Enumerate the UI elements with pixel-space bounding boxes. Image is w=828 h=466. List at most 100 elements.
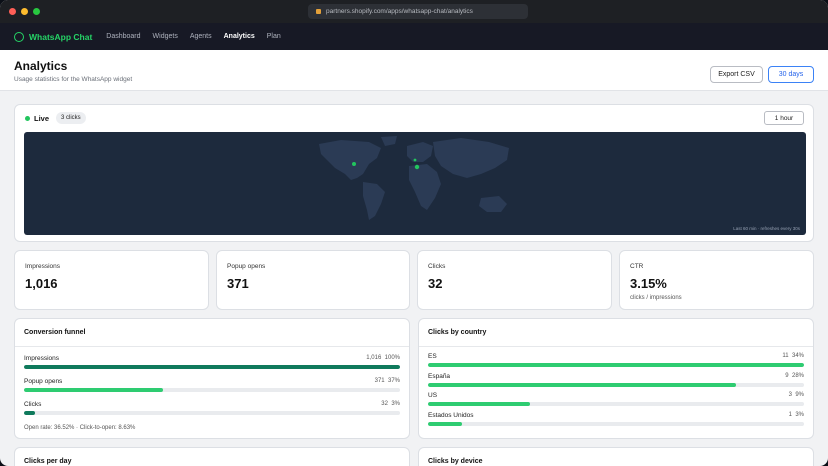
click-dot-spain: [414, 164, 420, 170]
funnel-row-popup-opens: Popup opens 371 37%: [24, 378, 400, 392]
asia-shape: [433, 138, 509, 178]
interval-select[interactable]: 1 hour: [764, 111, 804, 125]
bar-fill: [24, 365, 400, 369]
live-indicator-icon: [25, 116, 30, 121]
nav-agents[interactable]: Agents: [189, 33, 212, 40]
bar-label: Impressions: [24, 355, 60, 362]
nav-plan[interactable]: Plan: [266, 33, 281, 40]
bar-fill: [428, 383, 737, 387]
bar-label: US: [428, 392, 438, 399]
clicks-by-device-card: Clicks by device: [418, 447, 814, 466]
nav-widgets[interactable]: Widgets: [152, 33, 178, 40]
live-card: Live 3 clicks 1 hour Last 60 min · refre…: [14, 104, 814, 242]
bar-fill: [428, 422, 462, 426]
bar-label: Estados Unidos: [428, 412, 474, 419]
bar-fill: [428, 363, 804, 367]
stat-value: 3.15%: [630, 276, 667, 291]
bar-label: Clicks: [24, 401, 42, 408]
greenland-shape: [381, 136, 397, 146]
stat-value: 1,016: [25, 276, 58, 291]
bar-track: [24, 365, 400, 369]
page-title: Analytics: [14, 59, 68, 73]
bar-label: España: [428, 373, 451, 380]
click-dot-us: [352, 162, 356, 166]
bar-track: [428, 422, 804, 426]
world-map-shapes: [319, 136, 509, 220]
bar-label: Popup opens: [24, 378, 63, 385]
panel-title: Clicks by device: [428, 458, 483, 465]
stat-label: Impressions: [25, 263, 61, 270]
funnel-note: Open rate: 36.52% · Click-to-open: 8.63%: [24, 425, 136, 431]
south-america-shape: [363, 182, 385, 220]
divider: [15, 346, 409, 347]
minimize-window-button[interactable]: [21, 8, 28, 15]
country-row: ES 11 34%: [428, 353, 804, 367]
url-text: partners.shopify.com/apps/whatsapp-chat/…: [326, 8, 473, 15]
click-dot-europe: [413, 158, 417, 162]
europe-shape: [407, 142, 433, 162]
address-bar[interactable]: partners.shopify.com/apps/whatsapp-chat/…: [308, 4, 528, 19]
stat-card-clicks: Clicks 32: [417, 250, 612, 310]
stat-card-popup-opens: Popup opens 371: [216, 250, 410, 310]
africa-shape: [409, 164, 441, 210]
bar-value: 371 37%: [374, 378, 400, 384]
clicks-per-day-card: Clicks per day: [14, 447, 410, 466]
bar-label: ES: [428, 353, 437, 360]
brand[interactable]: WhatsApp Chat: [14, 31, 93, 42]
bar-value: 11 34%: [782, 353, 804, 359]
page-header: Analytics Usage statistics for the Whats…: [0, 50, 828, 91]
date-range-button[interactable]: 30 days: [768, 66, 814, 83]
country-row: US 3 9%: [428, 392, 804, 406]
world-map: Last 60 min · refreshes every 30s: [24, 132, 806, 235]
bar-track: [24, 411, 400, 415]
bar-fill: [428, 402, 530, 406]
stat-note: clicks / impressions: [630, 295, 682, 301]
panel-title: Conversion funnel: [24, 329, 86, 336]
live-clicks-badge: 3 clicks: [56, 112, 86, 124]
bar-value: 9 28%: [785, 373, 804, 379]
divider: [419, 346, 813, 347]
funnel-row-impressions: Impressions 1,016 100%: [24, 355, 400, 369]
map-caption: Last 60 min · refreshes every 30s: [733, 226, 800, 231]
stat-label: CTR: [630, 263, 644, 270]
nav-dashboard[interactable]: Dashboard: [106, 33, 141, 40]
funnel-row-clicks: Clicks 32 3%: [24, 401, 400, 415]
page-subtitle: Usage statistics for the WhatsApp widget: [14, 76, 133, 83]
panel-title: Clicks per day: [24, 458, 72, 465]
stat-card-ctr: CTR 3.15% clicks / impressions: [619, 250, 814, 310]
nav-analytics[interactable]: Analytics: [223, 33, 255, 40]
north-america-shape: [319, 140, 381, 180]
bar-value: 32 3%: [381, 401, 400, 407]
panel-title: Clicks by country: [428, 329, 487, 336]
stat-card-impressions: Impressions 1,016: [14, 250, 209, 310]
window-controls: [9, 8, 40, 15]
bar-value: 3 9%: [788, 392, 804, 398]
close-window-button[interactable]: [9, 8, 16, 15]
app-navbar: WhatsApp Chat Dashboard Widgets Agents A…: [0, 23, 828, 50]
conversion-funnel-card: Conversion funnel Impressions 1,016 100%…: [14, 318, 410, 439]
country-row: Estados Unidos 1 3%: [428, 412, 804, 426]
bar-fill: [24, 411, 36, 415]
bar-track: [428, 402, 804, 406]
whatsapp-icon: [14, 31, 24, 42]
country-row: España 9 28%: [428, 373, 804, 387]
stat-value: 371: [227, 276, 249, 291]
browser-toolbar: partners.shopify.com/apps/whatsapp-chat/…: [0, 0, 828, 23]
stat-value: 32: [428, 276, 443, 291]
bar-track: [428, 383, 804, 387]
maximize-window-button[interactable]: [33, 8, 40, 15]
live-label: Live: [34, 114, 50, 123]
lock-icon: [316, 9, 321, 14]
bar-track: [24, 388, 400, 392]
australia-shape: [479, 196, 507, 212]
export-csv-button[interactable]: Export CSV: [710, 66, 763, 83]
bar-value: 1,016 100%: [366, 355, 400, 361]
bar-track: [428, 363, 804, 367]
bar-fill: [24, 388, 164, 392]
stat-label: Popup opens: [227, 263, 266, 270]
stat-label: Clicks: [428, 263, 446, 270]
bar-value: 1 3%: [788, 412, 804, 418]
clicks-by-country-card: Clicks by country ES 11 34% España 9 28%…: [418, 318, 814, 439]
brand-name: WhatsApp Chat: [29, 31, 93, 42]
